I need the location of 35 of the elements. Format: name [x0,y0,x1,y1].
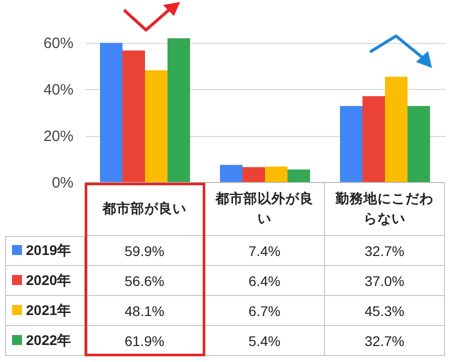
data-label: 37.0% [364,272,404,288]
bar [385,76,408,182]
data-label: 56.6% [124,272,164,288]
bar [242,167,265,182]
legend-label: 2022年 [25,332,72,350]
data-label: 59.9% [124,242,164,258]
bar [220,164,242,182]
data-label: 45.3% [364,302,404,318]
data-label: 32.7% [364,332,404,348]
bar [340,106,362,182]
bar [265,166,288,182]
bar [122,50,145,182]
bar [145,70,168,182]
legend-label: 2021年 [25,302,72,320]
legend-label: 2019年 [25,242,72,260]
bar [100,42,122,182]
bar [288,169,310,182]
data-label: 7.4% [248,242,280,258]
legend-label: 2020年 [25,272,72,290]
y-tick-label: 0% [52,174,74,192]
data-label: 5.4% [248,332,280,348]
y-tick-label: 60% [43,35,74,52]
data-label: 6.4% [248,272,280,288]
x-tick-label: 勤務地にこだわらない [334,190,434,228]
data-label: 48.1% [124,302,164,318]
data-label: 32.7% [364,242,404,258]
y-tick-label: 40% [43,82,74,99]
data-label: 6.7% [248,302,280,318]
y-tick-label: 20% [43,128,74,146]
bar [362,96,385,182]
bar [168,38,190,182]
x-tick-label: 都市部以外が良い [214,190,314,228]
bar [408,106,430,182]
data-label: 61.9% [124,332,164,348]
x-tick-label: 都市部が良い [102,200,186,218]
